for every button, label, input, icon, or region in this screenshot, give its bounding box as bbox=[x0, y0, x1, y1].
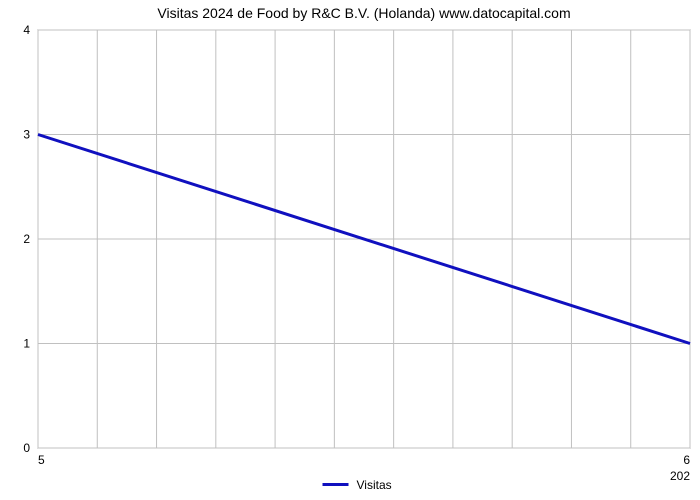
chart-title: Visitas 2024 de Food by R&C B.V. (Holand… bbox=[157, 5, 570, 21]
x-year-label: 202 bbox=[670, 469, 690, 483]
y-tick-label: 1 bbox=[23, 337, 30, 351]
y-tick-label: 4 bbox=[23, 23, 30, 37]
y-tick-label: 3 bbox=[23, 128, 30, 142]
y-tick-label: 0 bbox=[23, 441, 30, 455]
legend-label: Visitas bbox=[357, 478, 392, 492]
x-tick-left: 5 bbox=[38, 453, 45, 467]
y-axis-ticks: 0 1 2 3 4 bbox=[23, 23, 30, 455]
legend-swatch bbox=[323, 483, 349, 486]
legend: Visitas bbox=[323, 478, 392, 492]
line-chart: Visitas 2024 de Food by R&C B.V. (Holand… bbox=[0, 0, 700, 500]
x-tick-right: 6 bbox=[683, 453, 690, 467]
y-tick-label: 2 bbox=[23, 232, 30, 246]
